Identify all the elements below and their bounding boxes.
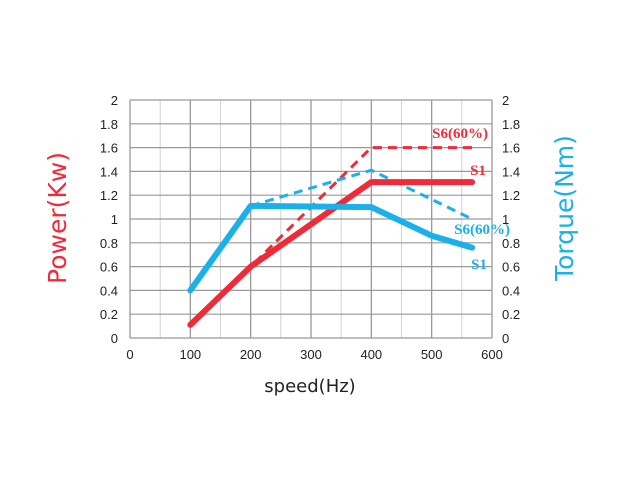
power-s1-label: S1 [470,163,486,179]
torque-s1-series-line [187,202,476,294]
chart-series [187,146,476,328]
x-tick-label: 100 [179,347,201,362]
chart-grid [129,99,493,339]
left-axis-title: Power(Kw) [43,152,72,284]
right-y-tick-label: 0.4 [502,283,520,298]
right-y-tick-label: 2 [502,93,509,108]
torque-s6-series-line [250,168,473,221]
left-y-tick-label: 1 [111,212,118,227]
x-tick-label: 200 [240,347,262,362]
x-tick-label: 500 [421,347,443,362]
left-y-tick-label: 1.2 [100,188,118,203]
torque-s1-label: S1 [471,257,487,273]
left-y-tick-label: 0.2 [100,307,118,322]
right-y-tick-label: 0.6 [502,260,520,275]
right-y-tick-label: 1.6 [502,141,520,156]
left-y-tick-label: 2 [111,93,118,108]
right-y-tick-label: 0.8 [502,236,520,251]
right-y-tick-label: 1.4 [502,164,520,179]
x-tick-label: 300 [300,347,322,362]
right-y-tick-label: 1.8 [502,117,520,132]
left-y-tick-label: 1.8 [100,117,118,132]
right-axis-title: Torque(Nm) [550,135,579,282]
right-y-tick-label: 1 [502,212,509,227]
x-tick-label: 600 [481,347,503,362]
x-axis-title: speed(Hz) [264,376,355,397]
x-tick-label: 400 [360,347,382,362]
torque-s6-label: S6(60%) [454,222,510,238]
chart-series-labels: S1 S6(60%) S1 S6(60%) [432,126,510,273]
left-y-tick-label: 0 [111,331,118,346]
left-y-tick-label: 1.6 [100,141,118,156]
left-y-tick-label: 0.8 [100,236,118,251]
right-y-tick-label: 0.2 [502,307,520,322]
power-s1-series-line [187,179,476,328]
right-y-tick-label: 0 [502,331,509,346]
left-y-tick-label: 1.4 [100,164,118,179]
power-s6-label: S6(60%) [432,126,488,142]
left-y-tick-label: 0.4 [100,283,118,298]
right-y-tick-label: 1.2 [502,188,520,203]
left-y-tick-label: 0.6 [100,260,118,275]
x-tick-label: 0 [126,347,133,362]
